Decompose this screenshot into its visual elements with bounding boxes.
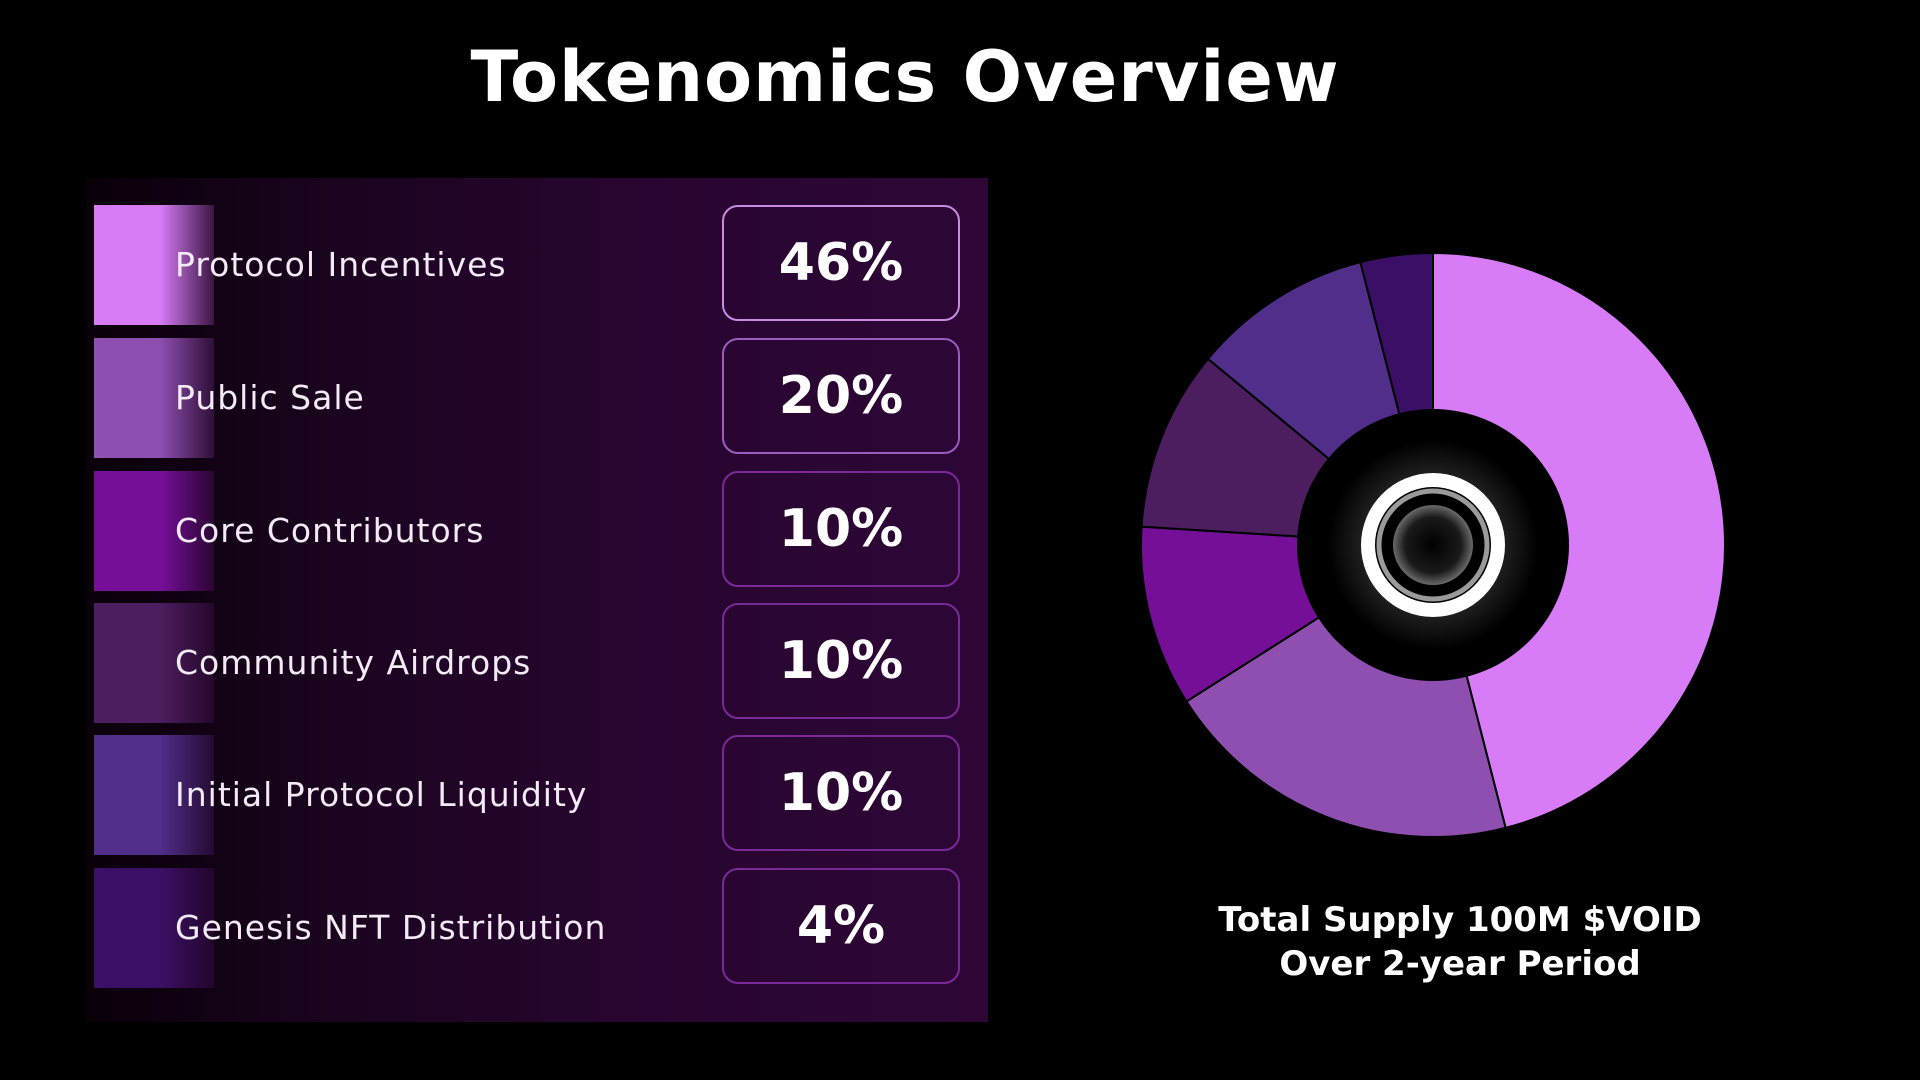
donut-chart [1120,240,1740,860]
allocation-panel [86,178,988,1022]
allocation-row-genesis-nft-distribution: Genesis NFT Distribution 4% [94,868,964,988]
allocation-percent: 4% [722,868,960,984]
supply-caption: Total Supply 100M $VOID Over 2-year Peri… [1140,898,1780,986]
allocation-row-protocol-incentives: Protocol Incentives 46% [94,205,964,325]
page-title: Tokenomics Overview [470,36,1340,118]
swatch-fade [94,205,214,325]
allocation-row-community-airdrops: Community Airdrops 10% [94,603,964,723]
allocation-row-initial-protocol-liquidity: Initial Protocol Liquidity 10% [94,735,964,855]
allocation-label: Public Sale [175,378,365,417]
supply-caption-line1: Total Supply 100M $VOID [1218,900,1702,940]
allocation-percent: 20% [722,338,960,454]
supply-caption-line2: Over 2-year Period [1279,944,1641,984]
allocation-percent: 10% [722,471,960,587]
void-logo-icon [1328,440,1538,650]
allocation-label: Protocol Incentives [175,245,507,284]
donut-chart-svg [1140,251,1726,838]
allocation-label: Core Contributors [175,511,485,550]
allocation-percent: 10% [722,735,960,851]
swatch-fade [94,868,214,988]
allocation-label: Community Airdrops [175,643,532,682]
donut-slice-protocol-incentives [1432,251,1726,830]
swatch-fade [94,735,214,855]
swatch-fade [94,471,214,591]
allocation-label: Genesis NFT Distribution [175,908,607,947]
swatch-fade [94,603,214,723]
allocation-row-public-sale: Public Sale 20% [94,338,964,458]
allocation-percent: 10% [722,603,960,719]
allocation-percent: 46% [722,205,960,321]
allocation-label: Initial Protocol Liquidity [175,775,588,814]
allocation-row-core-contributors: Core Contributors 10% [94,471,964,591]
swatch-fade [94,338,214,458]
